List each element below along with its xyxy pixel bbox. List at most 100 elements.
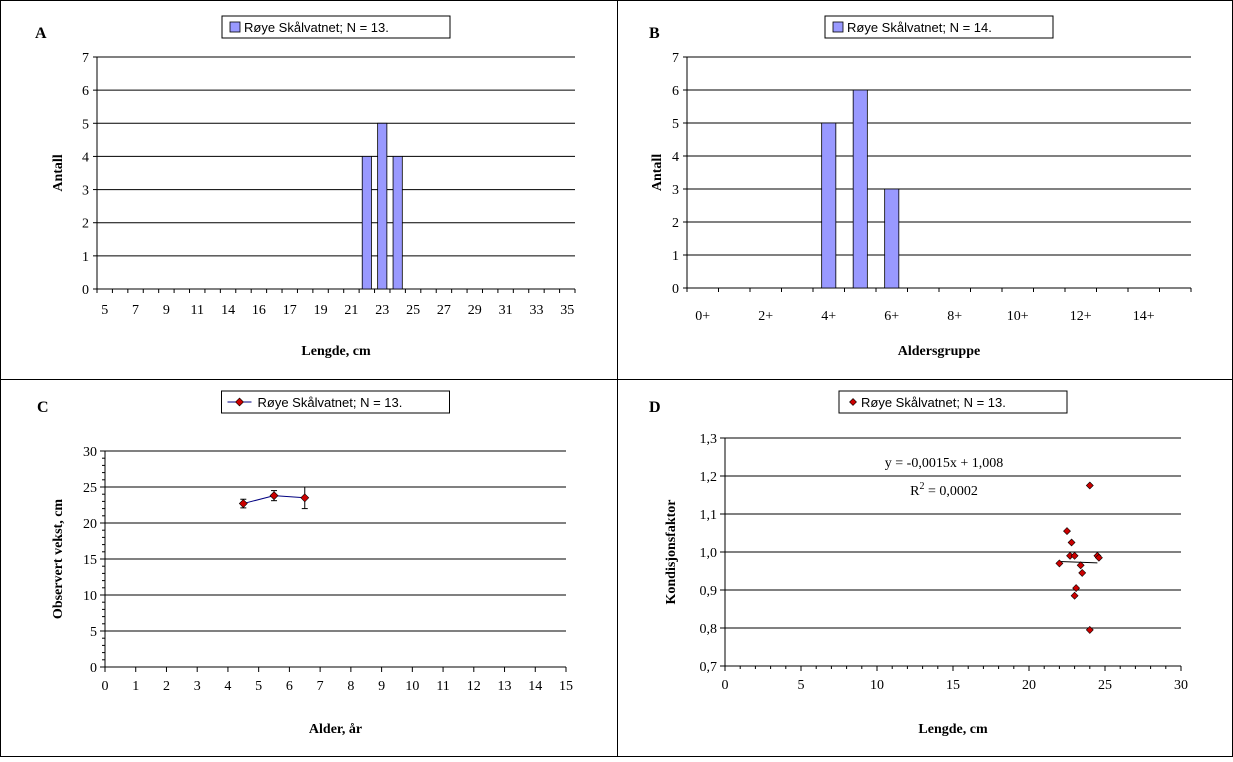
chart-a-ytick-label: 2 [82, 217, 89, 232]
chart-b-legend-box [824, 15, 1054, 39]
chart-c-xtick-label: 0 [102, 679, 109, 694]
chart-d-data-point [1078, 568, 1087, 577]
chart-b-ytick-label: 5 [672, 117, 679, 132]
chart-d-ytick-label: 1,0 [700, 546, 718, 561]
chart-a-xtick-label: 14 [221, 303, 235, 318]
chart-d-data-point [1076, 561, 1085, 570]
chart-c-xtick-label: 4 [224, 679, 231, 694]
chart-d-xtick-label: 15 [946, 678, 960, 693]
chart-d-letter: D [649, 399, 661, 416]
chart-d-equation: y = -0,0015x + 1,008 [885, 456, 1003, 471]
panel-divider-vertical [617, 0, 618, 757]
chart-c-ytick-label: 5 [90, 625, 97, 640]
chart-a-xlabel: Lengde, cm [301, 344, 371, 359]
chart-d-xtick-label: 10 [870, 678, 884, 693]
chart-c-xtick-label: 15 [559, 679, 573, 694]
chart-c-ytick-label: 15 [83, 553, 97, 568]
panel-divider-horizontal [0, 379, 1233, 380]
chart-c-legend-marker [235, 397, 244, 407]
chart-d-xtick-label: 30 [1174, 678, 1188, 693]
chart-b-ytick-label: 1 [672, 249, 679, 264]
chart-a-ytick-label: 7 [82, 51, 89, 66]
chart-b-ytick-label: 7 [672, 51, 679, 66]
chart-a-xtick-label: 11 [190, 303, 203, 318]
chart-d-xtick-label: 20 [1022, 678, 1036, 693]
chart-b-letter: B [649, 25, 660, 42]
chart-c-ytick-label: 10 [83, 589, 97, 604]
chart-a-xtick-label: 16 [252, 303, 266, 318]
chart-a-xtick-label: 7 [132, 303, 139, 318]
chart-d-data-point [1063, 527, 1071, 536]
chart-c-ytick-label: 30 [83, 445, 97, 460]
chart-d-r-squared: R2 = 0,0002 [910, 481, 978, 499]
chart-c-xtick-label: 13 [498, 679, 512, 694]
chart-c-xlabel: Alder, år [309, 722, 362, 737]
chart-c-xtick-label: 9 [378, 679, 385, 694]
chart-a-ytick-label: 1 [82, 250, 89, 265]
chart-b-ytick-label: 4 [672, 150, 679, 165]
chart-b-xtick-label: 14+ [1133, 309, 1155, 324]
chart-b-ytick-label: 2 [672, 216, 679, 231]
chart-d: D Røye Skålvatnet; N = 13. 0,7 0,8 0,9 1,0 1,1… [649, 390, 1188, 737]
chart-b-xtick-label: 6+ [884, 309, 899, 324]
chart-d-ylabel: Kondisjonsfaktor [664, 499, 679, 604]
chart-a-xtick-label: 23 [375, 303, 389, 318]
chart-b-bar [852, 89, 868, 289]
chart-d-legend-marker [849, 398, 857, 406]
chart-d-ytick-label: 1,2 [700, 470, 718, 485]
chart-a-legend-box [221, 15, 451, 39]
chart-d-ytick-label: 0,7 [700, 660, 718, 675]
chart-d-legend-box [838, 390, 1068, 414]
chart-b: B Røye Skålvatnet; N = 14. 0 1 2 3 4 5 6 7 0+ 2+ 4+ 6… [649, 15, 1192, 359]
chart-c-data-point [300, 493, 310, 503]
chart-a-ylabel: Antall [51, 154, 66, 191]
chart-c-ytick-label: 0 [90, 661, 97, 676]
chart-c-letter: C [37, 399, 49, 416]
chart-a-xtick-label: 25 [406, 303, 420, 318]
chart-c-xtick-label: 14 [528, 679, 542, 694]
chart-c-xtick-label: 10 [405, 679, 419, 694]
chart-b-xtick-label: 0+ [695, 309, 710, 324]
chart-a-xtick-label: 21 [344, 303, 358, 318]
chart-d-ytick-label: 0,8 [700, 622, 718, 637]
chart-c-xtick-label: 6 [286, 679, 293, 694]
panel-a: A Røye Skålvatnet; N = 13. 0 1 2 3 4 5 6 7 5 7 9 11 14… [0, 0, 617, 379]
chart-d-data-point [1085, 481, 1094, 490]
chart-d-ytick-label: 1,1 [700, 508, 718, 523]
chart-c-xtick-label: 2 [163, 679, 170, 694]
panel-d: D Røye Skålvatnet; N = 13. 0,7 0,8 0,9 1,0 1,1… [617, 379, 1233, 757]
chart-d-xtick-label: 25 [1098, 678, 1112, 693]
chart-a-xtick-label: 33 [529, 303, 543, 318]
chart-c-xtick-label: 5 [255, 679, 262, 694]
chart-a-bar [392, 156, 403, 290]
chart-d-ytick-label: 0,9 [700, 584, 718, 599]
chart-d-trendline [1059, 561, 1098, 564]
chart-d-xtick-label: 0 [722, 678, 729, 693]
chart-a-ytick-label: 4 [82, 150, 89, 165]
chart-c-legend-label: Røye Skålvatnet; N = 13. [258, 395, 403, 410]
chart-b-ytick-label: 6 [672, 84, 679, 99]
chart-d-xtick-label: 5 [798, 678, 805, 693]
chart-b-xtick-label: 4+ [821, 309, 836, 324]
panel-c: C Røye Skålvatnet; N = 13. 0 5 10 15 20 25 30 0 1 2… [0, 379, 617, 757]
chart-c-xtick-label: 7 [317, 679, 324, 694]
chart-b-bar [821, 122, 837, 289]
chart-a-bar [377, 122, 388, 290]
chart-a-ytick-label: 5 [82, 117, 89, 132]
chart-b-xtick-label: 10+ [1007, 309, 1029, 324]
chart-a-xtick-label: 5 [101, 303, 108, 318]
chart-a-legend-swatch [229, 21, 241, 33]
chart-d-data-point [1072, 584, 1081, 593]
chart-b-ytick-label: 3 [672, 183, 679, 198]
chart-d-data-point [1070, 551, 1079, 560]
chart-d-data-point [1094, 553, 1103, 562]
chart-c-ylabel: Observert vekst, cm [51, 499, 66, 619]
chart-a-xtick-label: 9 [163, 303, 170, 318]
chart-b-xtick-label: 2+ [758, 309, 773, 324]
chart-d-data-point [1070, 591, 1079, 600]
panel-b: B Røye Skålvatnet; N = 14. 0 1 2 3 4 5 6 7 0+ 2+ 4+ 6… [617, 0, 1233, 379]
chart-c-data-point [238, 499, 248, 508]
chart-d-ytick-label: 1,3 [700, 432, 718, 447]
chart-c-data-point [269, 491, 279, 501]
